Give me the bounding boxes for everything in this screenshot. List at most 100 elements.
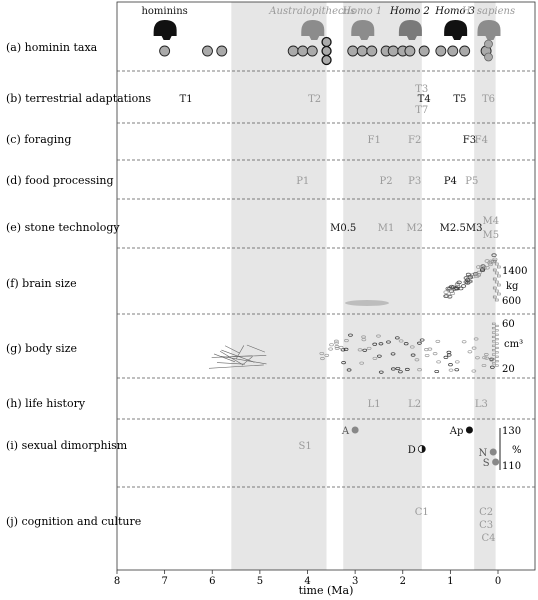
body-size-point [378,342,384,346]
dimorphism-label: N [478,448,487,459]
brain-size-point [449,284,455,289]
x-tick-label: 2 [400,576,406,587]
taxon-circle [321,36,332,48]
body-size-point [366,346,372,350]
body-size-point [208,364,264,369]
body-size-point [341,361,346,365]
event-code: P3 [408,176,421,187]
row-label: (c) foraging [6,133,71,146]
event-code: T1 [180,94,193,105]
taxon-circle [459,45,471,57]
body-size-point [494,360,499,363]
event-code: M2.5 [440,223,466,234]
event-code: P2 [380,176,393,187]
dimorphism-point [351,426,359,434]
taxon-name: Homo 3 [434,6,475,17]
dimorphism-scale-bottom: 110 [502,461,521,472]
brain-size-point [496,265,501,269]
body-size-point [461,340,467,344]
dimorphism-scale-top: 130 [502,426,521,437]
row-label: (e) stone technology [6,221,120,234]
row-label: (h) life history [6,397,86,410]
brain-size-point [494,289,499,293]
event-code: F3 [463,135,476,146]
brain-size-point [448,289,454,293]
taxon-circle [366,45,378,57]
body-scale-unit: cm³ [504,339,523,350]
skull-icon [351,20,375,40]
brain-size-point [465,278,471,282]
body-size-point [372,342,378,346]
body-size-point [491,335,496,339]
body-size-point [494,329,499,332]
brain-scale-top: 1400 [502,266,527,277]
brain-size-point [449,291,455,296]
event-code: M0.5 [330,223,356,234]
event-code: P5 [465,176,478,187]
row-label: (d) food processing [6,174,114,187]
body-size-point [329,343,334,347]
brain-size-point [445,287,451,291]
body-size-point [398,370,403,374]
event-code: C1 [415,507,429,518]
body-scale-top: 60 [502,319,515,330]
brain-size-point [492,277,497,281]
body-size-point [454,368,460,372]
taxon-circle [447,45,459,57]
event-code: T2 [308,94,321,105]
taxon-circle [297,45,309,57]
x-tick-label: 0 [495,576,501,587]
brain-size-point [496,283,501,287]
x-tick-label: 1 [447,576,453,587]
taxon-circle [159,45,171,57]
body-size-point [372,356,378,360]
body-size-point [386,340,391,344]
body-size-point [340,348,346,352]
body-size-point [483,352,489,357]
taxon-circle [404,45,416,57]
body-size-point [491,357,496,361]
brain-size-point [443,294,449,298]
body-size-point [246,344,266,353]
highlight-bands [231,2,496,570]
body-size-point [448,368,454,372]
dimorphism-point [489,448,497,456]
skull-icon [398,20,422,40]
body-size-point [471,369,477,373]
body-size-point [390,367,396,371]
taxon-circle [347,45,359,57]
skull-icon [444,20,468,40]
plot-frame [116,1,536,571]
body-size-point [467,350,473,354]
event-code: M4 [483,216,500,227]
brain-size-point [474,274,480,278]
dimorphism-scale-unit: % [512,445,522,456]
x-tick-label: 7 [161,576,167,587]
brain-size-point [447,294,453,299]
event-code: L3 [475,399,488,410]
body-size-point [494,351,499,354]
brain-size-point [465,272,471,277]
body-size-point [320,356,325,361]
body-size-point [475,356,480,360]
brain-size-point [496,274,501,278]
x-axis-label: time (Ma) [299,584,354,597]
event-code: T6 [482,94,495,105]
event-code: C3 [479,520,493,531]
band-0 [231,2,327,570]
body-size-point [446,353,452,357]
taxon-circle [418,45,430,57]
body-size-point [434,369,440,374]
body-size-point [491,349,496,352]
taxon-circle [287,45,299,57]
body-size-point [494,338,499,341]
brain-scale-bottom: 600 [502,296,521,307]
dimorphism-point [492,458,500,466]
body-size-point [376,354,382,358]
band-1 [343,2,422,570]
event-code: C4 [481,533,495,544]
x-tick-label: 5 [257,576,263,587]
body-size-point [491,327,496,330]
body-size-point [494,364,499,367]
